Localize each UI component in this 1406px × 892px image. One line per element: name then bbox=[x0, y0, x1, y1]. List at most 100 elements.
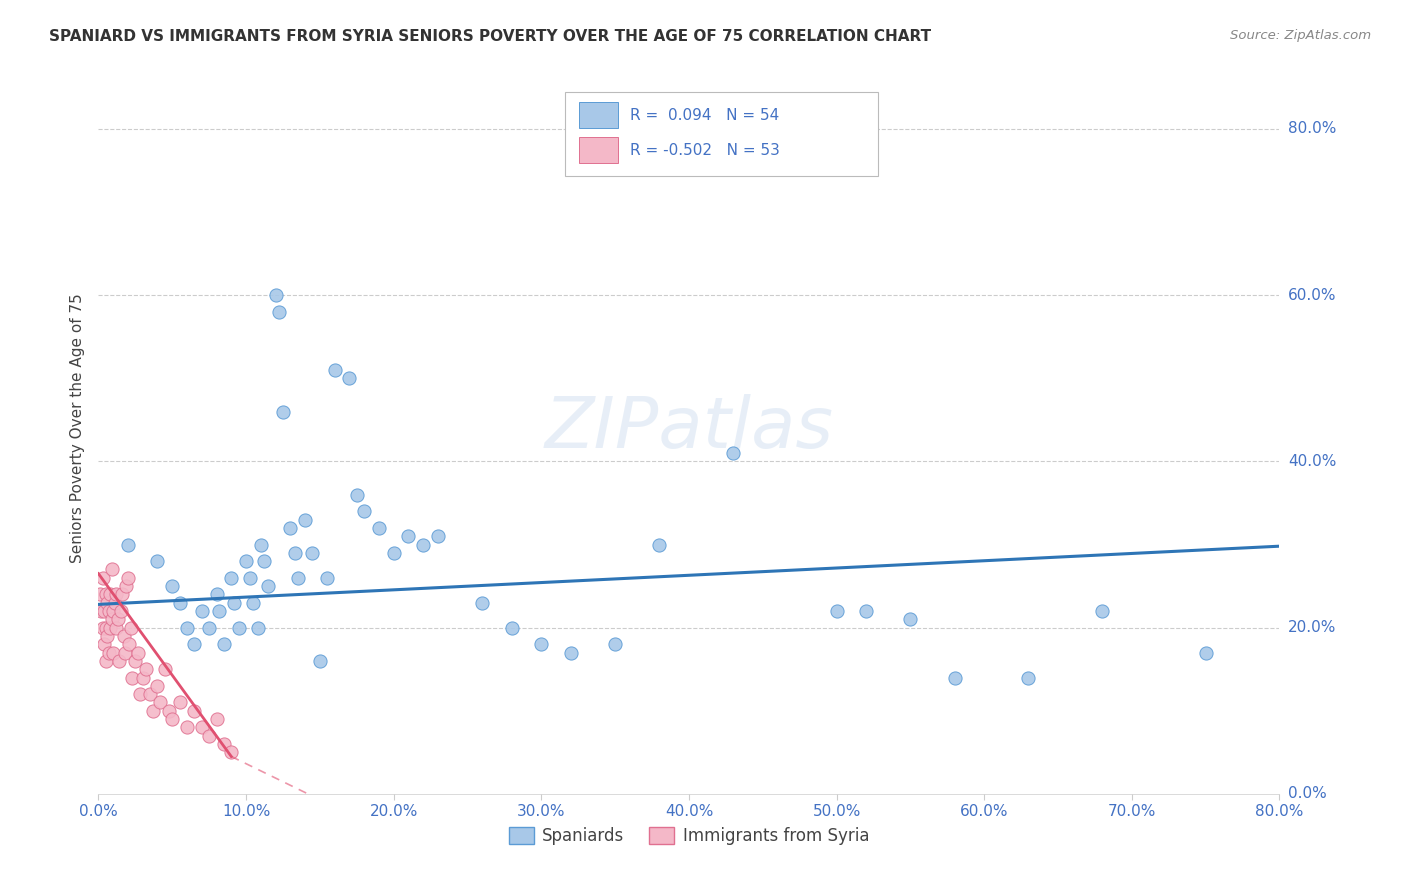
Point bbox=[98, 621, 121, 635]
Point bbox=[530, 637, 553, 651]
Point bbox=[855, 604, 877, 618]
Point bbox=[648, 537, 671, 551]
Point bbox=[103, 604, 125, 618]
Point bbox=[205, 712, 228, 726]
Point bbox=[943, 671, 966, 685]
Point bbox=[501, 621, 523, 635]
Point bbox=[89, 587, 111, 601]
Text: SPANIARD VS IMMIGRANTS FROM SYRIA SENIORS POVERTY OVER THE AGE OF 75 CORRELATION: SPANIARD VS IMMIGRANTS FROM SYRIA SENIOR… bbox=[49, 29, 931, 44]
Point bbox=[191, 720, 214, 734]
Point bbox=[228, 621, 250, 635]
Point bbox=[280, 521, 302, 535]
Point bbox=[246, 621, 269, 635]
Point bbox=[605, 637, 627, 651]
Point bbox=[221, 745, 243, 759]
Point bbox=[98, 587, 121, 601]
Point bbox=[353, 504, 375, 518]
Point bbox=[287, 571, 309, 585]
Point bbox=[257, 579, 280, 593]
Point bbox=[94, 654, 117, 668]
Point bbox=[132, 671, 155, 685]
Point bbox=[104, 596, 127, 610]
Point bbox=[117, 537, 139, 551]
Point bbox=[212, 637, 235, 651]
Point bbox=[224, 596, 246, 610]
Point bbox=[115, 579, 138, 593]
Point bbox=[250, 537, 273, 551]
Point bbox=[91, 571, 114, 585]
Y-axis label: Seniors Poverty Over the Age of 75: Seniors Poverty Over the Age of 75 bbox=[70, 293, 86, 563]
Point bbox=[121, 671, 143, 685]
Point bbox=[427, 529, 450, 543]
Point bbox=[1195, 646, 1218, 660]
Text: ZIPatlas: ZIPatlas bbox=[544, 393, 834, 463]
Point bbox=[111, 587, 134, 601]
Point bbox=[235, 554, 257, 568]
Point bbox=[346, 488, 368, 502]
Point bbox=[205, 587, 228, 601]
Point bbox=[294, 512, 316, 526]
Point bbox=[162, 712, 183, 726]
Point bbox=[900, 612, 922, 626]
Point bbox=[253, 554, 276, 568]
Point bbox=[96, 629, 118, 643]
Bar bbox=[579, 137, 619, 162]
Point bbox=[97, 646, 120, 660]
Point bbox=[91, 621, 114, 635]
Point bbox=[117, 571, 139, 585]
Point bbox=[723, 446, 745, 460]
Point bbox=[120, 621, 142, 635]
Point bbox=[208, 604, 231, 618]
Point bbox=[118, 637, 141, 651]
Point bbox=[221, 571, 243, 585]
Point bbox=[146, 679, 169, 693]
Text: 80.0%: 80.0% bbox=[1288, 121, 1336, 136]
Point bbox=[146, 554, 169, 568]
Point bbox=[110, 604, 132, 618]
Text: Source: ZipAtlas.com: Source: ZipAtlas.com bbox=[1230, 29, 1371, 42]
Point bbox=[139, 687, 162, 701]
Point bbox=[176, 621, 198, 635]
Point bbox=[97, 604, 120, 618]
Point bbox=[1018, 671, 1040, 685]
Point bbox=[183, 637, 205, 651]
Point bbox=[301, 546, 323, 560]
Point bbox=[90, 604, 112, 618]
Point bbox=[149, 696, 172, 710]
Text: R =  0.094   N = 54: R = 0.094 N = 54 bbox=[630, 108, 779, 122]
Point bbox=[242, 596, 264, 610]
Point bbox=[264, 288, 287, 302]
Point bbox=[471, 596, 494, 610]
Point bbox=[1091, 604, 1114, 618]
Point bbox=[412, 537, 434, 551]
Point bbox=[339, 371, 361, 385]
Point bbox=[93, 604, 115, 618]
Point bbox=[108, 654, 131, 668]
Text: 40.0%: 40.0% bbox=[1288, 454, 1336, 469]
Point bbox=[183, 704, 205, 718]
Point bbox=[191, 604, 214, 618]
Point bbox=[96, 596, 118, 610]
Point bbox=[105, 621, 128, 635]
Point bbox=[135, 662, 157, 676]
Text: R = -0.502   N = 53: R = -0.502 N = 53 bbox=[630, 143, 780, 158]
Point bbox=[176, 720, 198, 734]
Point bbox=[316, 571, 339, 585]
Point bbox=[157, 704, 180, 718]
Point bbox=[267, 305, 290, 319]
Text: 60.0%: 60.0% bbox=[1288, 288, 1336, 302]
Point bbox=[398, 529, 420, 543]
Point bbox=[162, 579, 183, 593]
Point bbox=[560, 646, 582, 660]
Point bbox=[825, 604, 848, 618]
Point bbox=[127, 646, 149, 660]
FancyBboxPatch shape bbox=[565, 92, 877, 176]
Point bbox=[94, 587, 117, 601]
Point bbox=[94, 621, 117, 635]
Point bbox=[169, 696, 191, 710]
Point bbox=[112, 629, 135, 643]
Point bbox=[198, 729, 221, 743]
Point bbox=[124, 654, 146, 668]
Point bbox=[114, 646, 136, 660]
Point bbox=[382, 546, 405, 560]
